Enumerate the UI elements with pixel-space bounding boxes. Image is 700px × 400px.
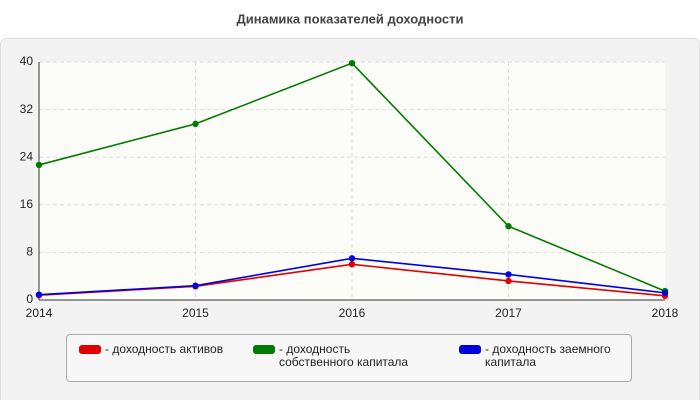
point [348, 59, 356, 67]
y-tick-label: 8 [26, 245, 33, 259]
legend-swatch [253, 345, 275, 354]
legend-item: - доходность собственного капитала [253, 343, 418, 369]
legend-swatch [79, 345, 101, 354]
legend-label: - доходность заемного капитала [485, 342, 611, 369]
legend-item: - доходность заемного капитала [459, 343, 624, 369]
y-tick-label: 24 [20, 149, 34, 163]
point [505, 271, 512, 278]
legend-swatch [459, 345, 481, 354]
legend: - доходность активов - доходность собстве… [66, 334, 632, 382]
legend-label: - доходность активов [105, 342, 224, 356]
point [192, 282, 199, 289]
point [661, 289, 669, 297]
y-tick-label: 16 [20, 197, 34, 211]
point [505, 277, 512, 285]
x-tick-label: 2014 [26, 306, 53, 320]
point [35, 161, 43, 169]
point [505, 223, 512, 230]
y-tick-label: 32 [20, 102, 34, 116]
legend-item: - доходность активов [79, 343, 244, 356]
point [348, 255, 356, 262]
x-tick-label: 2018 [652, 306, 679, 320]
point [35, 291, 43, 298]
x-tick-label: 2017 [495, 306, 522, 320]
y-tick-label: 0 [26, 292, 33, 306]
legend-label: - доходность собственного капитала [279, 342, 409, 369]
chart-title: Динамика показателей доходности [236, 11, 463, 26]
point [348, 261, 356, 268]
y-tick-label: 40 [20, 54, 34, 68]
point [192, 120, 199, 128]
x-tick-label: 2016 [339, 306, 366, 320]
x-tick-label: 2015 [182, 306, 209, 320]
